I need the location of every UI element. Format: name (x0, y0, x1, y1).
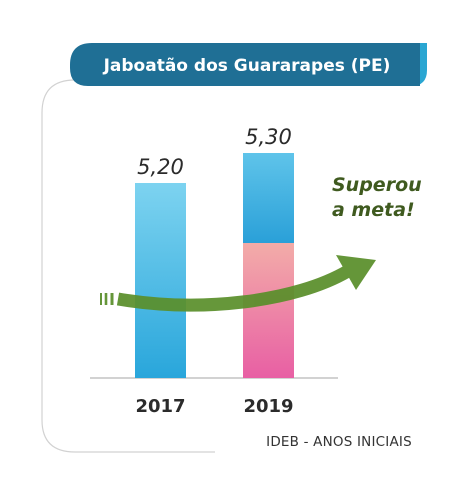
bar-2017 (135, 183, 186, 378)
category-label-2017: 2017 (135, 396, 185, 417)
title-banner: Jaboatão dos Guararapes (PE) (70, 43, 427, 86)
bar-2019-cap (243, 153, 294, 243)
annotation-line-1: Superou (332, 174, 422, 196)
value-label-2017: 5,20 (137, 155, 184, 179)
footer-caption: IDEB - ANOS INICIAIS (266, 434, 412, 450)
trend-arrow-icon (100, 255, 376, 312)
chart-title: Jaboatão dos Guararapes (PE) (103, 56, 391, 76)
category-label-2019: 2019 (243, 396, 293, 417)
annotation-line-2: a meta! (332, 199, 415, 221)
card-outline (41, 79, 215, 453)
arrow-shaft (116, 265, 352, 312)
value-label-2019: 5,30 (245, 125, 292, 149)
arrow-head (336, 255, 376, 290)
title-banner-shape (70, 43, 420, 86)
